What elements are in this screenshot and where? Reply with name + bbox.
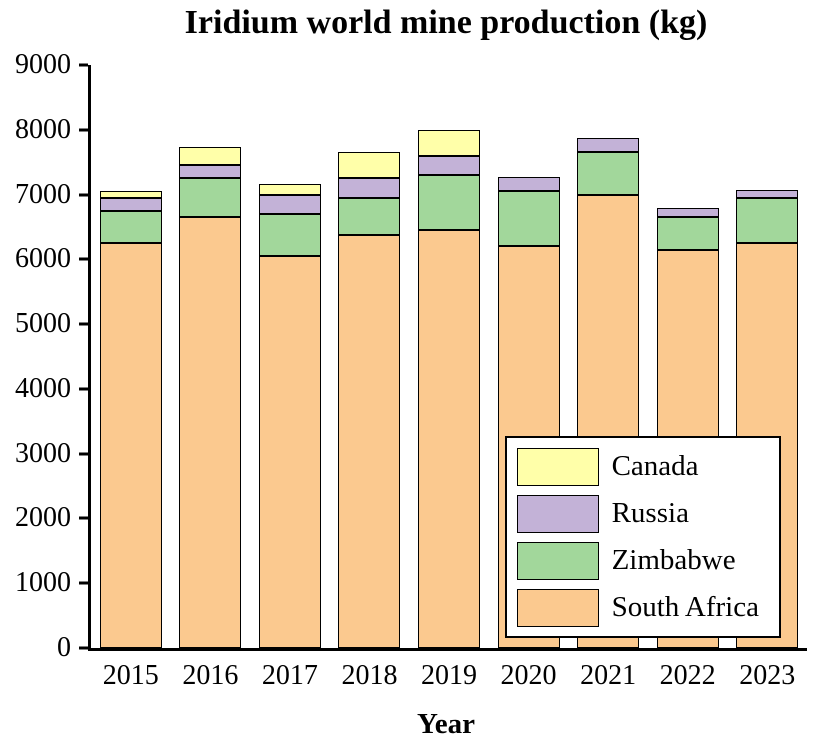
legend-swatch-south-africa (516, 588, 599, 627)
legend-swatch-canada (516, 447, 599, 486)
x-tick-label-2021: 2021 (580, 660, 637, 691)
bar-segment-zimbabwe-2017 (258, 214, 321, 257)
y-tick-label-2000: 2000 (15, 502, 71, 534)
x-tick-label-2018: 2018 (341, 660, 398, 691)
x-tick-label-2019: 2019 (421, 660, 477, 691)
bar-segment-zimbabwe-2016 (179, 178, 242, 218)
legend-item-south-africa: South Africa (507, 584, 779, 631)
bar-segment-canada-2016 (179, 147, 242, 166)
y-tick-label-0: 0 (57, 632, 71, 663)
y-tick-label-1000: 1000 (15, 567, 71, 599)
bar-segment-russia-2015 (99, 197, 162, 211)
bar-segment-russia-2018 (338, 178, 401, 198)
bar-segment-south-africa-2016 (179, 217, 242, 648)
bar-segment-south-africa-2019 (418, 230, 480, 648)
bar-segment-canada-2019 (418, 129, 480, 156)
legend-label-russia: Russia (611, 497, 689, 529)
y-tick-label-9000: 9000 (15, 49, 71, 80)
bar-segment-russia-2021 (577, 137, 640, 153)
bar-segment-russia-2017 (258, 194, 321, 214)
bar-segment-russia-2023 (736, 190, 799, 198)
y-tick-mark (79, 452, 88, 456)
y-tick-label-4000: 4000 (15, 372, 71, 404)
x-tick-label-2016: 2016 (182, 660, 239, 691)
legend-swatch-russia (516, 494, 599, 533)
bar-segment-zimbabwe-2018 (338, 197, 401, 235)
y-tick-mark (79, 193, 88, 197)
x-tick-label-2015: 2015 (102, 660, 159, 691)
bar-segment-russia-2020 (497, 177, 560, 192)
bar-segment-south-africa-2018 (338, 234, 401, 648)
y-tick-mark (79, 516, 88, 520)
y-tick-mark (79, 581, 88, 585)
plot-area: 0 1000 2000 3000 4000 5000 6000 7000 8000 9000 20… (15, 51, 807, 690)
bar-segment-zimbabwe-2020 (497, 191, 560, 247)
x-tick-label-2017: 2017 (261, 660, 318, 691)
x-tick-label-2022: 2022 (659, 660, 716, 691)
chart-title: Iridium world mine production (kg) (184, 4, 708, 41)
bar-segment-south-africa-2015 (99, 243, 162, 648)
legend-item-russia: Russia (507, 490, 779, 537)
bar-segment-zimbabwe-2015 (99, 210, 162, 244)
y-tick-mark (79, 646, 88, 650)
bar-segment-canada-2017 (258, 183, 321, 195)
y-tick-label-7000: 7000 (15, 178, 71, 210)
bar-segment-russia-2016 (179, 165, 242, 179)
y-tick-mark (79, 322, 88, 326)
y-tick-mark (79, 257, 88, 261)
bar-segment-zimbabwe-2023 (736, 197, 799, 244)
legend-label-zimbabwe: Zimbabwe (611, 544, 736, 576)
y-tick-label-8000: 8000 (15, 113, 71, 145)
legend-swatch-zimbabwe (516, 541, 599, 580)
y-tick-label-3000: 3000 (15, 437, 71, 469)
bar-segment-russia-2022 (656, 207, 719, 218)
bar-segment-zimbabwe-2019 (418, 175, 480, 231)
legend: Canada Russia Zimbabwe South Africa (504, 436, 781, 638)
x-axis-title: Year (417, 708, 475, 740)
bar-segment-canada-2018 (338, 152, 401, 179)
x-tick-label-2023: 2023 (739, 660, 796, 691)
bar-segment-zimbabwe-2021 (577, 152, 640, 195)
y-tick-label-5000: 5000 (15, 308, 71, 340)
bar-segment-canada-2015 (99, 191, 162, 198)
y-tick-mark (79, 128, 88, 132)
legend-item-canada: Canada (507, 443, 779, 490)
y-tick-mark (79, 387, 88, 391)
legend-label-canada: Canada (611, 450, 699, 482)
y-tick-mark (79, 63, 88, 67)
bar-segment-south-africa-2017 (258, 256, 321, 648)
y-tick-label-6000: 6000 (15, 243, 71, 275)
bar-segment-zimbabwe-2022 (656, 217, 719, 250)
legend-label-south-africa: South Africa (611, 591, 759, 623)
legend-item-zimbabwe: Zimbabwe (507, 537, 779, 584)
bar-segment-russia-2019 (418, 155, 480, 176)
x-tick-label-2020: 2020 (500, 660, 557, 691)
